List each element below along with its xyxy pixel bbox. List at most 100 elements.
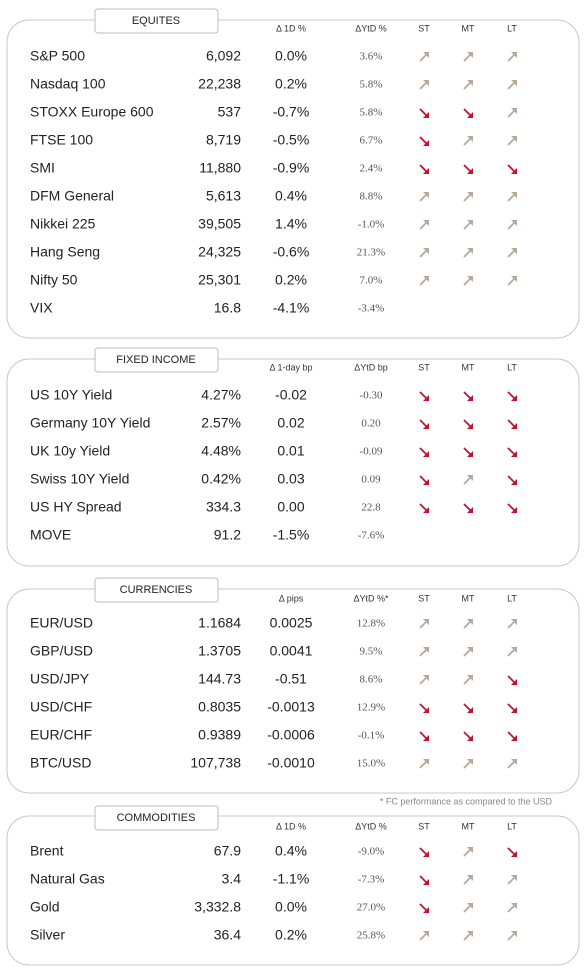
trend-arrow-head: [511, 875, 517, 881]
trend-arrow-up: [463, 904, 472, 913]
trend-arrow-up: [463, 221, 472, 230]
trend-arrow-head: [467, 168, 473, 174]
column-header: MT: [462, 593, 475, 603]
ytd-change: 22.8: [361, 502, 381, 514]
trend-arrow-head: [511, 931, 517, 937]
instrument-name: Brent: [30, 843, 64, 859]
column-header: ST: [418, 821, 430, 831]
trend-arrow-head: [467, 475, 473, 481]
level: 3.4: [222, 871, 242, 887]
column-header: Δ 1D %: [276, 821, 306, 831]
section-title: FIXED INCOME: [116, 354, 195, 366]
change: 1.4%: [275, 216, 307, 232]
ytd-change: -3.4%: [358, 303, 385, 315]
trend-arrow-down: [463, 419, 472, 428]
trend-arrow-up: [463, 53, 472, 62]
trend-arrow-head: [467, 931, 473, 937]
trend-arrow-head: [423, 52, 429, 58]
trend-arrow-down: [507, 675, 516, 684]
trend-arrow-head: [467, 875, 473, 881]
instrument-name: FTSE 100: [30, 132, 93, 148]
trend-arrow-up: [507, 109, 516, 118]
instrument-name: US HY Spread: [30, 499, 122, 515]
change: -0.9%: [273, 160, 310, 176]
column-header: ΔYtD bp: [354, 362, 388, 372]
trend-arrow-down: [419, 903, 428, 912]
trend-arrow-head: [423, 851, 429, 857]
trend-arrow-head: [511, 136, 517, 142]
trend-arrow-down: [419, 703, 428, 712]
level: 107,738: [190, 755, 241, 771]
trend-arrow-head: [423, 907, 429, 913]
trend-arrow-down: [463, 731, 472, 740]
instrument-name: US 10Y Yield: [30, 387, 112, 403]
trend-arrow-head: [423, 80, 429, 86]
column-header: ΔYtD %: [355, 821, 387, 831]
trend-arrow-head: [423, 707, 429, 713]
trend-arrow-up: [463, 620, 472, 629]
column-header: ΔYtD %*: [353, 593, 389, 603]
column-header: ΔYtD %: [355, 23, 387, 33]
trend-arrow-head: [423, 931, 429, 937]
trend-arrow-up: [463, 81, 472, 90]
trend-arrow-head: [423, 395, 429, 401]
instrument-name: DFM General: [30, 188, 114, 204]
trend-arrow-up: [463, 648, 472, 657]
trend-arrow-down: [419, 503, 428, 512]
trend-arrow-down: [507, 503, 516, 512]
trend-arrow-head: [467, 276, 473, 282]
level: 2.57%: [201, 415, 241, 431]
ytd-change: 15.0%: [357, 758, 385, 770]
trend-arrow-down: [507, 164, 516, 173]
trend-arrow-down: [419, 419, 428, 428]
level: 1.1684: [198, 615, 241, 631]
footnote: * FC performance as compared to the USD: [380, 796, 553, 806]
section-tab: [94, 347, 219, 373]
trend-arrow-head: [511, 248, 517, 254]
level: 0.8035: [198, 699, 241, 715]
trend-arrow-head: [423, 192, 429, 198]
trend-arrow-up: [507, 620, 516, 629]
change: -0.7%: [273, 104, 310, 120]
trend-arrow-down: [507, 847, 516, 856]
level: 1.3705: [198, 643, 241, 659]
trend-arrow-head: [511, 507, 517, 513]
change: -0.6%: [273, 244, 310, 260]
trend-arrow-up: [419, 676, 428, 685]
level: 3,332.8: [194, 899, 241, 915]
trend-arrow-head: [511, 647, 517, 653]
trend-arrow-head: [467, 423, 473, 429]
ytd-change: -0.1%: [358, 730, 385, 742]
trend-arrow-head: [423, 451, 429, 457]
level: 334.3: [206, 499, 241, 515]
level: 22,238: [198, 76, 241, 92]
change: 0.2%: [275, 927, 307, 943]
trend-arrow-up: [507, 648, 516, 657]
ytd-change: 3.6%: [360, 51, 383, 63]
trend-arrow-head: [511, 619, 517, 625]
trend-arrow-head: [511, 851, 517, 857]
level: 6,092: [206, 48, 241, 64]
trend-arrow-head: [467, 451, 473, 457]
change: 0.0025: [270, 615, 313, 631]
change: 0.0%: [275, 48, 307, 64]
trend-arrow-head: [467, 903, 473, 909]
trend-arrow-head: [467, 847, 473, 853]
trend-arrow-up: [463, 137, 472, 146]
trend-arrow-down: [507, 703, 516, 712]
trend-arrow-down: [507, 419, 516, 428]
level: 91.2: [214, 527, 241, 543]
column-header: LT: [507, 362, 517, 372]
level: 0.42%: [201, 471, 241, 487]
trend-arrow-up: [463, 676, 472, 685]
instrument-name: Nifty 50: [30, 272, 78, 288]
column-header: LT: [507, 23, 517, 33]
trend-arrow-up: [507, 53, 516, 62]
ytd-change: 8.8%: [360, 191, 383, 203]
trend-arrow-head: [467, 707, 473, 713]
column-header: MT: [462, 821, 475, 831]
level: 16.8: [214, 300, 241, 316]
trend-arrow-head: [467, 675, 473, 681]
change: -4.1%: [273, 300, 310, 316]
trend-arrow-head: [423, 759, 429, 765]
